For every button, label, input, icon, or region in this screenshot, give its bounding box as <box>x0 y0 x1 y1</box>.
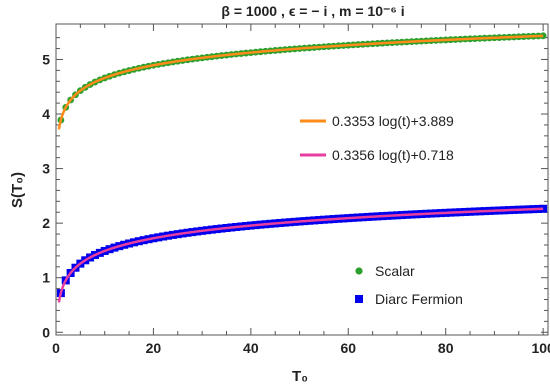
x-tick-label: 80 <box>438 340 454 356</box>
legend-scalar-fit-label: 0.3353 log(t)+3.889 <box>332 113 454 129</box>
axis-ticks: 0 20 40 60 80 100 0 1 2 3 4 5 <box>42 24 550 356</box>
fit-curves <box>57 34 544 303</box>
legend-fits: 0.3353 log(t)+3.889 0.3356 log(t)+0.718 <box>300 113 454 163</box>
legend-scalar-swatch <box>355 267 363 275</box>
legend-scalar-label: Scalar <box>375 263 415 279</box>
data-points <box>56 32 548 298</box>
y-tick-label: 0 <box>42 324 50 340</box>
x-axis-label: T₀ <box>292 368 308 385</box>
y-tick-label: 5 <box>42 51 50 67</box>
x-tick-label: 100 <box>531 340 550 356</box>
x-tick-label: 60 <box>340 340 356 356</box>
x-tick-label: 0 <box>52 340 60 356</box>
fermion-fit-line <box>57 207 544 303</box>
y-tick-label: 1 <box>42 270 50 286</box>
legend-fermion-label: Diarc Fermion <box>375 291 463 307</box>
legend-fermion-swatch <box>355 295 363 303</box>
legend-points: Scalar Diarc Fermion <box>355 263 463 307</box>
x-tick-label: 20 <box>146 340 162 356</box>
y-axis-label: S(T₀) <box>9 172 26 208</box>
scalar-fit-line <box>57 34 544 130</box>
y-tick-label: 2 <box>42 215 50 231</box>
y-tick-label: 4 <box>42 106 50 122</box>
legend-fermion-fit-label: 0.3356 log(t)+0.718 <box>332 147 454 163</box>
x-tick-label: 40 <box>243 340 259 356</box>
chart-title: β = 1000 , ϵ = − i , m = 10⁻⁶ i <box>221 3 404 19</box>
y-tick-label: 3 <box>42 161 50 177</box>
